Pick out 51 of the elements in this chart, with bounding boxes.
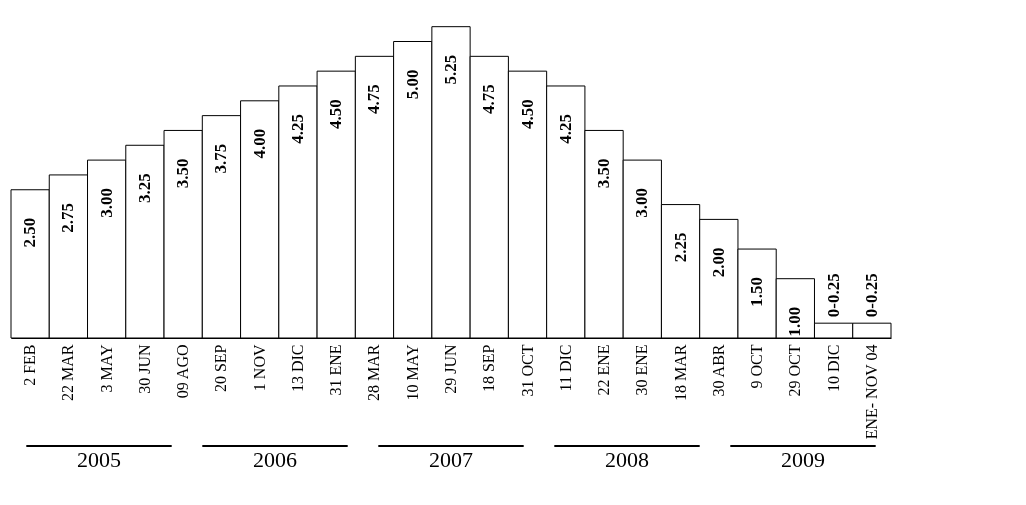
text: 2005: [77, 447, 121, 472]
x-tick-label: 18 SEP: [480, 344, 498, 393]
x-tick-label: 29 OCT: [786, 344, 804, 397]
data-label: 4.50: [326, 99, 346, 129]
data-label: 3.00: [96, 188, 116, 218]
x-tick-label: 30 ABR: [709, 344, 727, 397]
data-label: 5.00: [402, 69, 422, 100]
data-label: 2.50: [20, 217, 40, 248]
x-tick-label: 28 MAR: [365, 344, 383, 401]
data-label: 2.75: [58, 202, 78, 233]
data-label: 4.75: [364, 84, 384, 115]
x-tick-label: ENE- NOV 04: [862, 344, 880, 440]
x-tick-label: 13 DIC: [288, 344, 306, 393]
data-label: 4.75: [479, 84, 499, 115]
x-tick-label: 11 DIC: [556, 344, 574, 392]
x-tick-label: 22 MAR: [59, 344, 77, 401]
data-label: 4.50: [517, 99, 537, 129]
data-label: 3.75: [211, 143, 231, 174]
data-label: 3.00: [632, 188, 652, 218]
text: 2008: [605, 447, 649, 472]
data-label: 3.50: [594, 158, 614, 189]
text: 2007: [429, 447, 473, 472]
x-tick-label: 9 OCT: [748, 344, 766, 389]
x-tick-label: 10 MAY: [403, 344, 421, 401]
x-tick-label: 30 JUN: [135, 344, 153, 394]
data-label: 2.00: [708, 247, 728, 278]
data-label: 2.25: [670, 232, 690, 263]
data-label: 0-0.25: [861, 273, 881, 318]
text: 2006: [253, 447, 297, 472]
x-tick-label: 10 DIC: [824, 344, 842, 393]
x-tick-label: 31 ENE: [327, 344, 345, 396]
data-label: 5.25: [441, 54, 460, 85]
x-tick-label: 18 MAR: [671, 344, 689, 401]
x-tick-label: 2 FEB: [21, 344, 39, 386]
data-label: 1.50: [747, 277, 767, 307]
x-tick-label: 09 AGO: [174, 344, 192, 399]
data-label: 4.00: [249, 128, 269, 159]
data-label: 4.25: [555, 113, 575, 144]
data-label: 1.00: [785, 306, 805, 337]
x-tick-label: 31 OCT: [518, 344, 536, 397]
x-tick-label: 1 NOV: [250, 344, 268, 392]
x-tick-label: 29 JUN: [442, 344, 459, 394]
x-tick-label: 30 ENE: [633, 344, 651, 396]
x-tick-label: 20 SEP: [212, 344, 230, 393]
data-label: 3.25: [134, 173, 154, 204]
x-tick-label: 3 MAY: [97, 344, 115, 393]
data-label: 3.50: [173, 158, 193, 189]
data-label: 4.25: [287, 113, 307, 144]
text: 2009: [781, 447, 825, 472]
x-tick-label: 22 ENE: [595, 344, 613, 396]
data-label: 0-0.25: [823, 273, 843, 318]
